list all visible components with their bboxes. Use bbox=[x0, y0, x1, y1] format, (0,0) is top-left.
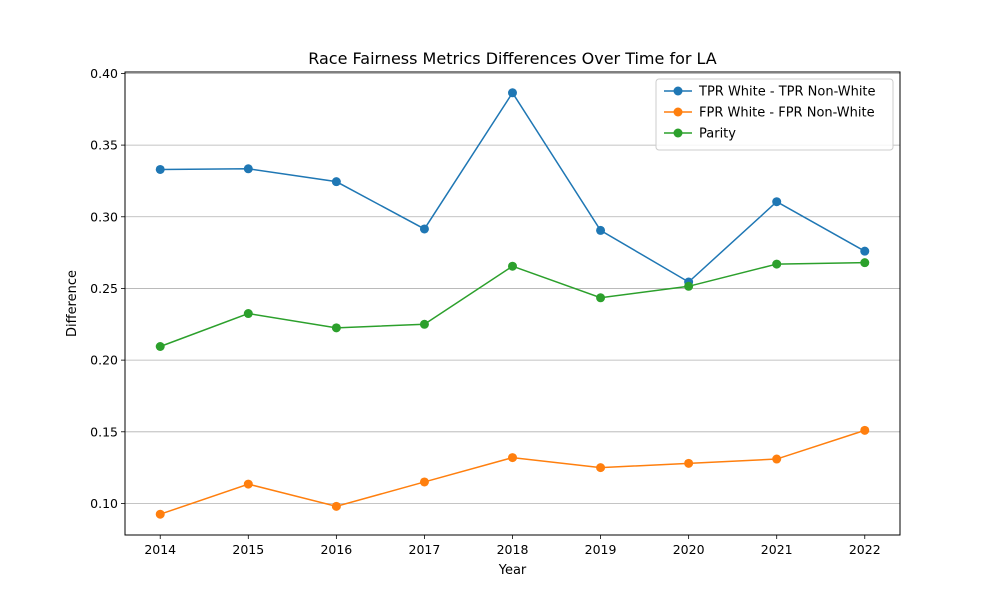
data-point bbox=[155, 342, 165, 352]
data-point bbox=[684, 281, 694, 291]
data-point bbox=[596, 463, 606, 473]
data-point bbox=[243, 164, 253, 174]
y-tick-label: 0.30 bbox=[90, 209, 118, 224]
data-point bbox=[772, 259, 782, 269]
data-point bbox=[596, 225, 606, 235]
data-point bbox=[155, 164, 165, 174]
series-layer bbox=[155, 88, 870, 519]
x-axis: 2014 2015 2016 2017 2018 2019 2020 2021 2022 bbox=[144, 535, 881, 557]
legend-item: Parity bbox=[664, 127, 736, 142]
legend-label: FPR White - FPR Non-White bbox=[699, 106, 875, 121]
data-point bbox=[772, 454, 782, 464]
legend-label: TPR White - TPR Non-White bbox=[698, 85, 876, 100]
y-tick-label: 0.25 bbox=[90, 281, 118, 296]
y-tick-label: 0.40 bbox=[90, 66, 118, 81]
legend-marker-swatch bbox=[673, 128, 683, 138]
series-fpr-white-fpr-non-white bbox=[155, 425, 870, 519]
data-point bbox=[331, 501, 341, 511]
y-axis: 0.10 0.15 0.20 0.25 0.30 0.35 0.40 bbox=[90, 66, 125, 511]
x-tick-label: 2019 bbox=[585, 542, 617, 557]
y-tick-label: 0.20 bbox=[90, 353, 118, 368]
data-point bbox=[419, 224, 429, 234]
series-parity bbox=[155, 258, 870, 352]
data-point bbox=[331, 177, 341, 187]
legend-box bbox=[655, 78, 894, 151]
data-point bbox=[860, 425, 870, 435]
x-tick-label: 2018 bbox=[497, 542, 529, 557]
data-point bbox=[243, 479, 253, 489]
x-tick-label: 2021 bbox=[761, 542, 793, 557]
legend-marker-swatch bbox=[673, 86, 683, 96]
x-tick-label: 2016 bbox=[320, 542, 352, 557]
data-point bbox=[243, 309, 253, 319]
legend-item: TPR White - TPR Non-White bbox=[664, 85, 876, 100]
legend-label: Parity bbox=[699, 127, 736, 142]
data-point bbox=[596, 293, 606, 303]
legend-marker-swatch bbox=[673, 107, 683, 117]
data-point bbox=[684, 458, 694, 468]
data-point bbox=[508, 261, 517, 271]
y-axis-label: Difference bbox=[65, 270, 80, 337]
legend: TPR White - TPR Non-White FPR White - FPR… bbox=[655, 78, 894, 151]
x-tick-label: 2022 bbox=[849, 542, 881, 557]
y-tick-label: 0.15 bbox=[90, 424, 118, 439]
data-point bbox=[508, 453, 517, 463]
data-point bbox=[419, 477, 429, 487]
data-point bbox=[508, 88, 517, 98]
data-point bbox=[860, 258, 870, 268]
x-tick-label: 2020 bbox=[673, 542, 705, 557]
data-point bbox=[155, 509, 165, 519]
data-point bbox=[772, 197, 782, 207]
y-tick-label: 0.35 bbox=[90, 138, 118, 153]
series-tpr-white-tpr-non-white bbox=[155, 88, 870, 287]
data-point bbox=[331, 323, 341, 333]
legend-item: FPR White - FPR Non-White bbox=[664, 106, 875, 121]
data-point bbox=[419, 319, 429, 329]
chart-title: Race Fairness Metrics Differences Over T… bbox=[308, 49, 717, 68]
x-tick-label: 2014 bbox=[144, 542, 176, 557]
y-tick-label: 0.10 bbox=[90, 496, 118, 511]
x-tick-label: 2015 bbox=[232, 542, 264, 557]
data-point bbox=[860, 246, 870, 256]
x-axis-label: Year bbox=[498, 563, 527, 578]
x-tick-label: 2017 bbox=[409, 542, 441, 557]
